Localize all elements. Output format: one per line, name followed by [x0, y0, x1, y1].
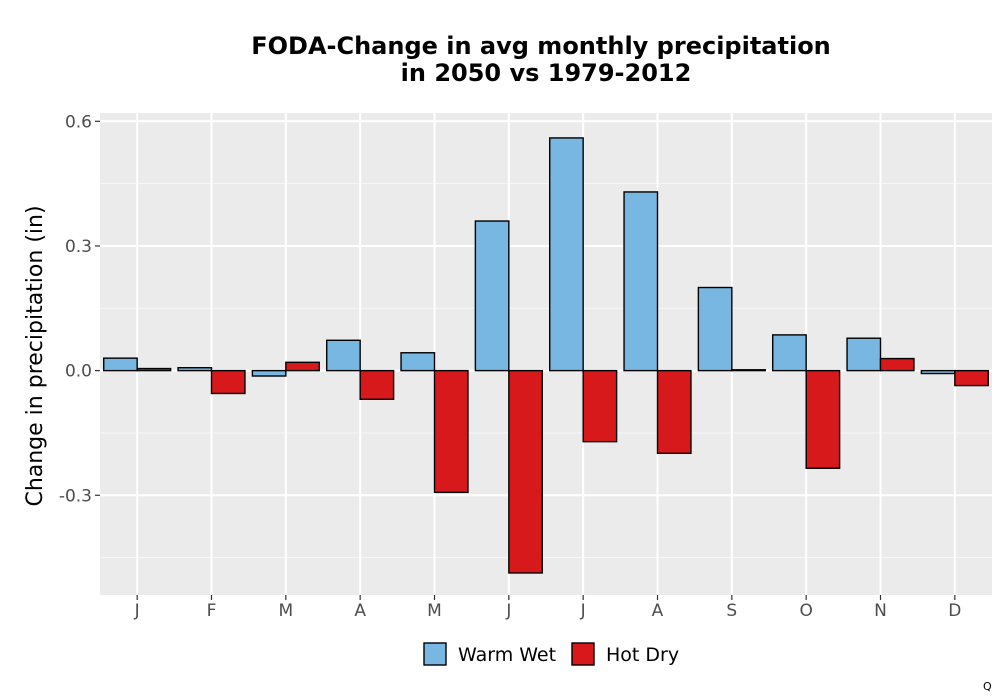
x-tick-label: F	[207, 601, 217, 621]
x-tick-label: O	[799, 601, 812, 621]
x-tick-label: J	[580, 601, 586, 621]
bar-hot-dry	[433, 369, 469, 494]
bar-hot-dry	[136, 367, 172, 372]
bar-hot-dry	[359, 369, 395, 400]
legend-key-warm-wet	[423, 642, 447, 666]
bar-warm-wet	[474, 220, 510, 372]
x-tick-label: M	[427, 601, 442, 621]
legend-label: Hot Dry	[606, 644, 679, 666]
plot-area: -0.3 0.0 0.3 0.6 J F M A M J J A S O N D	[59, 112, 992, 621]
x-tick-label: N	[874, 601, 887, 621]
bar-warm-wet	[326, 339, 361, 372]
legend-label: Warm Wet	[458, 644, 556, 666]
legend: Warm Wet Hot Dry	[423, 642, 679, 666]
bar-warm-wet	[623, 191, 659, 372]
bar-hot-dry	[879, 357, 915, 372]
legend-key-hot-dry	[571, 642, 595, 666]
bar-hot-dry	[508, 369, 543, 574]
y-tick-label: -0.3	[59, 486, 92, 506]
bar-hot-dry	[210, 369, 246, 395]
x-tick-label: S	[726, 601, 737, 621]
bar-hot-dry	[731, 369, 766, 372]
x-tick-label: A	[354, 601, 366, 621]
x-tick-label: J	[134, 601, 140, 621]
bar-warm-wet	[697, 286, 733, 372]
chart-title-line2: in 2050 vs 1979-2012	[401, 59, 692, 87]
bar-warm-wet	[772, 334, 807, 372]
bar-warm-wet	[549, 137, 584, 372]
bar-warm-wet	[920, 369, 956, 375]
x-tick-label: J	[505, 601, 511, 621]
bar-hot-dry	[582, 369, 618, 443]
bar-warm-wet	[103, 357, 138, 372]
plot-background	[100, 113, 992, 595]
x-tick-label: D	[948, 601, 961, 621]
chart-title-line1: FODA-Change in avg monthly precipitation	[251, 32, 831, 60]
y-tick-label: 0.3	[65, 237, 92, 257]
bar-warm-wet	[251, 369, 287, 377]
bar-warm-wet	[400, 352, 436, 372]
x-tick-label: A	[652, 601, 664, 621]
footer-mark: Q	[983, 680, 992, 693]
bar-warm-wet	[846, 337, 882, 372]
y-tick-label: 0.6	[65, 112, 92, 132]
bar-hot-dry	[285, 361, 320, 372]
bar-hot-dry	[954, 369, 989, 387]
y-tick-label: 0.0	[65, 362, 92, 382]
y-axis-label: Change in precipitation (in)	[23, 205, 48, 506]
bar-hot-dry	[656, 369, 692, 455]
bar-hot-dry	[805, 369, 841, 469]
x-tick-label: M	[278, 601, 293, 621]
bar-warm-wet	[177, 367, 213, 372]
